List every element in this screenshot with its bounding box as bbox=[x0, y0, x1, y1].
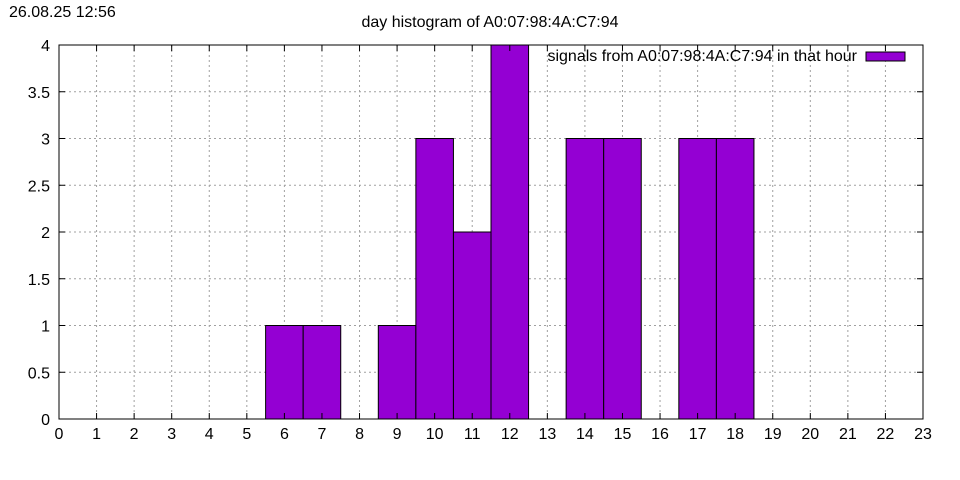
y-tick-label: 0.5 bbox=[28, 365, 50, 382]
x-tick-label: 3 bbox=[167, 426, 176, 443]
x-tick-label: 16 bbox=[651, 426, 669, 443]
bar-hour-11 bbox=[452, 231, 492, 420]
x-tick-label: 1 bbox=[92, 426, 101, 443]
legend: signals from A0:07:98:4A:C7:94 in that h… bbox=[547, 48, 906, 65]
x-tick-label: 17 bbox=[689, 426, 707, 443]
x-tick-label: 6 bbox=[280, 426, 289, 443]
bar-hour-15 bbox=[603, 138, 642, 420]
x-tick-label: 8 bbox=[355, 426, 364, 443]
x-tick-label: 12 bbox=[501, 426, 519, 443]
y-tick-label: 1.5 bbox=[28, 272, 50, 289]
bar-hour-17 bbox=[678, 138, 717, 420]
x-tick-label: 21 bbox=[839, 426, 857, 443]
legend-label: signals from A0:07:98:4A:C7:94 in that h… bbox=[547, 48, 857, 65]
x-tick-label: 9 bbox=[393, 426, 402, 443]
x-tick-label: 23 bbox=[914, 426, 932, 443]
x-tick-label: 11 bbox=[464, 426, 481, 443]
x-tick-label: 7 bbox=[318, 426, 327, 443]
x-tick-label: 20 bbox=[801, 426, 819, 443]
x-tick-label: 15 bbox=[614, 426, 632, 443]
chart-title: day histogram of A0:07:98:4A:C7:94 bbox=[361, 14, 618, 31]
bars bbox=[265, 44, 755, 420]
x-tick-label: 13 bbox=[538, 426, 556, 443]
bar-hour-14 bbox=[565, 138, 605, 420]
bar-hour-18 bbox=[715, 138, 755, 420]
y-tick-label: 3.5 bbox=[28, 85, 50, 102]
y-tick-label: 0 bbox=[41, 412, 50, 429]
x-tick-label: 18 bbox=[726, 426, 744, 443]
x-tick-label: 19 bbox=[764, 426, 782, 443]
x-tick-label: 4 bbox=[205, 426, 214, 443]
y-tick-label: 2.5 bbox=[28, 178, 50, 195]
x-tick-label: 0 bbox=[55, 426, 64, 443]
bar-hour-12 bbox=[490, 44, 530, 420]
x-tick-label: 5 bbox=[242, 426, 251, 443]
y-tick-label: 3 bbox=[41, 132, 50, 149]
y-tick-label: 1 bbox=[41, 319, 50, 336]
y-tick-label: 2 bbox=[41, 225, 50, 242]
y-tick-label: 4 bbox=[41, 38, 50, 55]
x-tick-label: 14 bbox=[576, 426, 594, 443]
timestamp: 26.08.25 12:56 bbox=[9, 4, 116, 21]
legend-swatch bbox=[865, 51, 906, 62]
ticks: 0 1 2 3 4 5 6 7 8 9 10 11 12 13 14 15 16 17 18 19 20 21 22 2300… bbox=[28, 38, 932, 443]
bar-hour-6 bbox=[265, 325, 304, 420]
x-tick-label: 2 bbox=[130, 426, 139, 443]
bar-hour-7 bbox=[302, 325, 342, 420]
bar-hour-9 bbox=[377, 325, 417, 420]
x-tick-label: 22 bbox=[877, 426, 895, 443]
bar-hour-10 bbox=[415, 138, 454, 420]
x-tick-label: 10 bbox=[426, 426, 444, 443]
